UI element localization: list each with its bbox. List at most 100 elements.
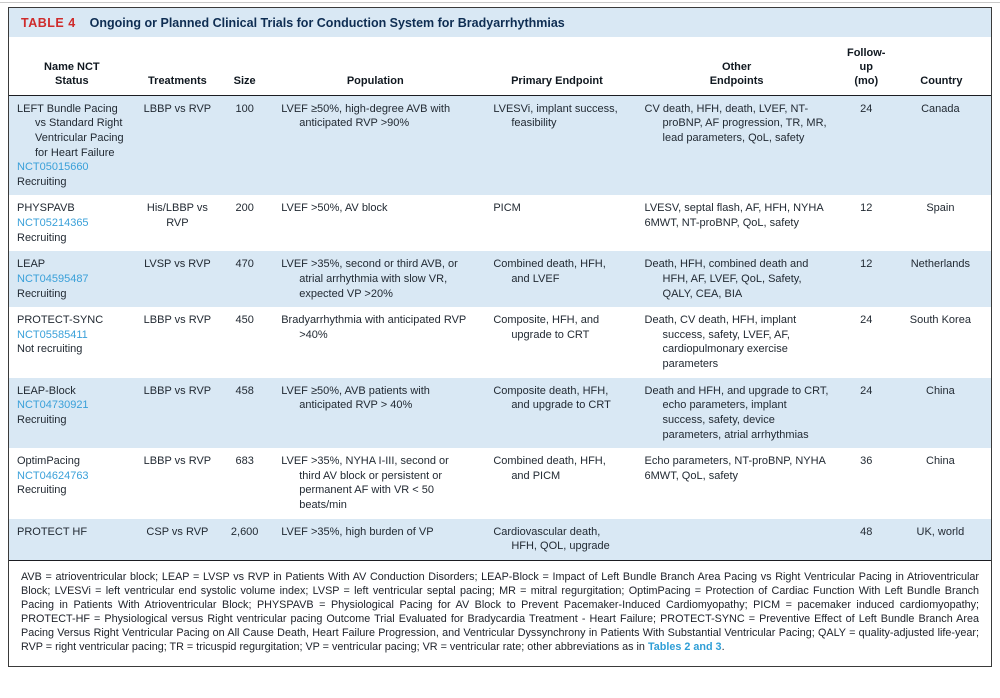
- other-endpoints-cell: Echo parameters, NT-proBNP, NYHA 6MWT, Qo…: [644, 455, 826, 482]
- other-endpoints-cell: Death, HFH, combined death and HFH, AF, …: [644, 258, 809, 300]
- population-cell: LVEF >35%, second or third AVB, or atria…: [281, 258, 458, 300]
- trial-name: LEAP: [17, 258, 46, 271]
- clinical-trials-table: Name NCT Status Treatments Size Populati…: [9, 37, 991, 560]
- size-cell: 450: [235, 314, 254, 327]
- other-endpoints-cell: [633, 519, 841, 560]
- name-cell: PROTECT-SYNC NCT05585411 Not recruiting: [9, 307, 135, 378]
- country-cell: Netherlands: [910, 258, 971, 271]
- trial-name: PHYSPAVB: [17, 202, 75, 215]
- nct-link[interactable]: NCT05214365: [17, 217, 89, 229]
- col-header-treatments: Treatments: [134, 37, 221, 96]
- name-cell: PROTECT HF: [9, 519, 135, 560]
- trial-name: LEFT Bundle Pacing vs Standard Right Ven…: [17, 102, 124, 159]
- table-row: LEAP-Block NCT04730921 Recruiting LBBP v…: [9, 377, 991, 449]
- name-cell: LEAP NCT04595487 Recruiting: [9, 251, 135, 307]
- header-row: Name NCT Status Treatments Size Populati…: [9, 37, 991, 96]
- trial-name: OptimPacing: [17, 455, 80, 468]
- primary-endpoint-cell: PICM: [493, 202, 521, 215]
- trial-status: Recruiting: [17, 287, 67, 300]
- primary-endpoint-cell: Combined death, HFH, and LVEF: [493, 258, 606, 285]
- trial-name: LEAP-Block: [17, 384, 76, 397]
- col-header-population: Population: [269, 37, 482, 96]
- table-4-container: TABLE 4 Ongoing or Planned Clinical Trial…: [8, 7, 992, 668]
- table-title-bar: TABLE 4 Ongoing or Planned Clinical Trial…: [9, 8, 991, 38]
- population-cell: LVEF ≥50%, high-degree AVB with anticipa…: [281, 102, 451, 130]
- size-cell: 2,600: [230, 525, 259, 538]
- follow-up-cell: 24: [860, 314, 873, 327]
- size-cell: 683: [235, 455, 254, 468]
- treatments-cell: LVSP vs RVP: [144, 258, 211, 271]
- footnote-text: AVB = atrioventricular block; LEAP = LVS…: [21, 570, 979, 654]
- primary-endpoint-cell: Composite death, HFH, and upgrade to CRT: [493, 384, 611, 412]
- follow-up-cell: 36: [860, 455, 873, 468]
- treatments-cell: LBBP vs RVP: [143, 455, 212, 468]
- other-endpoints-cell: CV death, HFH, death, LVEF, NT-proBNP, A…: [644, 102, 827, 144]
- trial-name: PROTECT-SYNC: [17, 314, 104, 327]
- trial-status: Recruiting: [17, 231, 67, 244]
- follow-up-cell: 48: [860, 525, 873, 538]
- treatments-cell: CSP vs RVP: [146, 525, 209, 538]
- follow-up-cell: 12: [860, 202, 873, 215]
- treatments-cell: LBBP vs RVP: [143, 384, 212, 397]
- nct-link[interactable]: NCT05015660: [17, 161, 89, 174]
- trial-name: PROTECT HF: [17, 525, 88, 538]
- follow-up-cell: 24: [860, 102, 873, 115]
- trial-status: Recruiting: [17, 413, 67, 426]
- trial-status: Not recruiting: [17, 343, 83, 356]
- top-divider: [0, 2, 1000, 3]
- treatments-cell: His/LBBP vs RVP: [146, 202, 208, 229]
- name-cell: LEAP-Block NCT04730921 Recruiting: [9, 378, 135, 449]
- col-header-name-nct-status: Name NCT Status: [9, 37, 135, 96]
- population-cell: LVEF >35%, high burden of VP: [281, 525, 434, 538]
- follow-up-cell: 12: [860, 258, 873, 271]
- treatments-cell: LBBP vs RVP: [143, 314, 212, 327]
- col-header-country: Country: [891, 37, 991, 96]
- col-header-follow-up: Follow-up (mo): [840, 37, 892, 96]
- table-row: PROTECT HF CSP vs RVP 2,600 LVEF >35%, h…: [9, 518, 991, 560]
- size-cell: 458: [235, 384, 254, 397]
- table-label: TABLE 4: [21, 16, 76, 30]
- name-cell: OptimPacing NCT04624763 Recruiting: [9, 448, 135, 519]
- country-cell: Canada: [921, 102, 960, 115]
- primary-endpoint-cell: LVESVi, implant success, feasibility: [493, 102, 618, 130]
- table-row: OptimPacing NCT04624763 Recruiting LBBP …: [9, 448, 991, 519]
- nct-link[interactable]: NCT04595487: [17, 272, 89, 285]
- tables-2-3-link[interactable]: Tables 2 and 3: [647, 641, 722, 654]
- col-header-other-endpoints: Other Endpoints: [632, 37, 841, 96]
- primary-endpoint-cell: Cardiovascular death, HFH, QOL, upgrade: [493, 525, 610, 553]
- nct-link[interactable]: NCT04624763: [17, 469, 89, 482]
- nct-link[interactable]: NCT04730921: [17, 399, 89, 412]
- name-cell: PHYSPAVB NCT05214365 Recruiting: [9, 195, 135, 251]
- size-cell: 200: [235, 202, 254, 215]
- table-row: PHYSPAVB NCT05214365 Recruiting His/LBBP…: [9, 195, 991, 252]
- table-row: PROTECT-SYNC NCT05585411 Not recruiting …: [9, 307, 991, 378]
- table-row: LEFT Bundle Pacing vs Standard Right Ven…: [9, 95, 991, 196]
- country-cell: South Korea: [909, 314, 971, 327]
- primary-endpoint-cell: Combined death, HFH, and PICM: [493, 455, 606, 482]
- population-cell: LVEF >35%, NYHA I-III, second or third A…: [281, 455, 449, 511]
- size-cell: 100: [235, 102, 254, 115]
- table-title: Ongoing or Planned Clinical Trials for C…: [89, 16, 565, 30]
- country-cell: Spain: [926, 202, 955, 215]
- other-endpoints-cell: Death and HFH, and upgrade to CRT, echo …: [644, 384, 829, 441]
- population-cell: Bradyarrhythmia with anticipated RVP >40…: [281, 314, 467, 341]
- size-cell: 470: [235, 258, 254, 271]
- primary-endpoint-cell: Composite, HFH, and upgrade to CRT: [493, 314, 600, 341]
- country-cell: China: [926, 384, 955, 397]
- footnote-suffix: .: [721, 641, 725, 654]
- trial-status: Recruiting: [17, 484, 67, 497]
- nct-link[interactable]: NCT05585411: [17, 328, 88, 341]
- population-cell: LVEF >50%, AV block: [281, 202, 388, 215]
- other-endpoints-cell: LVESV, septal flash, AF, HFH, NYHA 6MWT, …: [644, 202, 824, 229]
- table-row: LEAP NCT04595487 Recruiting LVSP vs RVP …: [9, 251, 991, 308]
- follow-up-cell: 24: [860, 384, 873, 397]
- col-header-primary-endpoint: Primary Endpoint: [481, 37, 633, 96]
- treatments-cell: LBBP vs RVP: [143, 102, 212, 115]
- country-cell: UK, world: [916, 525, 965, 538]
- col-header-size: Size: [220, 37, 270, 96]
- name-cell: LEFT Bundle Pacing vs Standard Right Ven…: [9, 95, 135, 195]
- country-cell: China: [926, 455, 955, 468]
- trial-status: Recruiting: [17, 175, 67, 188]
- other-endpoints-cell: Death, CV death, HFH, implant success, s…: [644, 314, 797, 370]
